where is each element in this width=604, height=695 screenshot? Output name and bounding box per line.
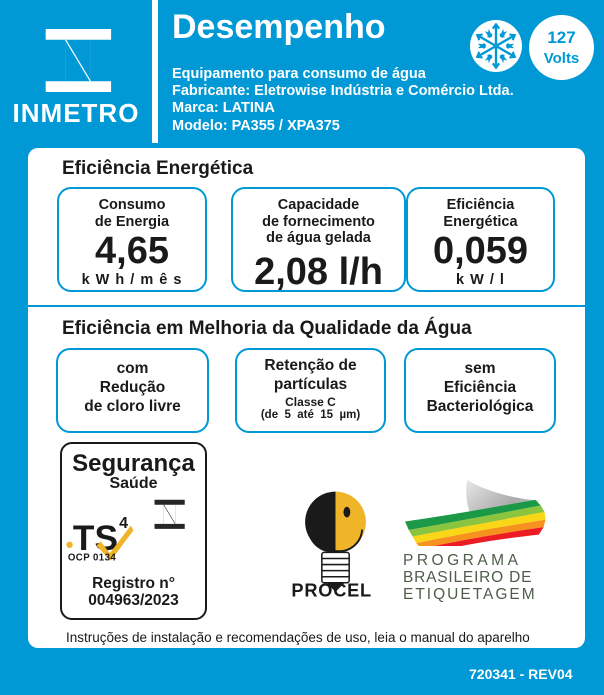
svg-text:4: 4 [119, 515, 128, 532]
svg-text:PROCEL: PROCEL [291, 579, 372, 598]
svg-text:OCP 0134: OCP 0134 [68, 553, 116, 564]
